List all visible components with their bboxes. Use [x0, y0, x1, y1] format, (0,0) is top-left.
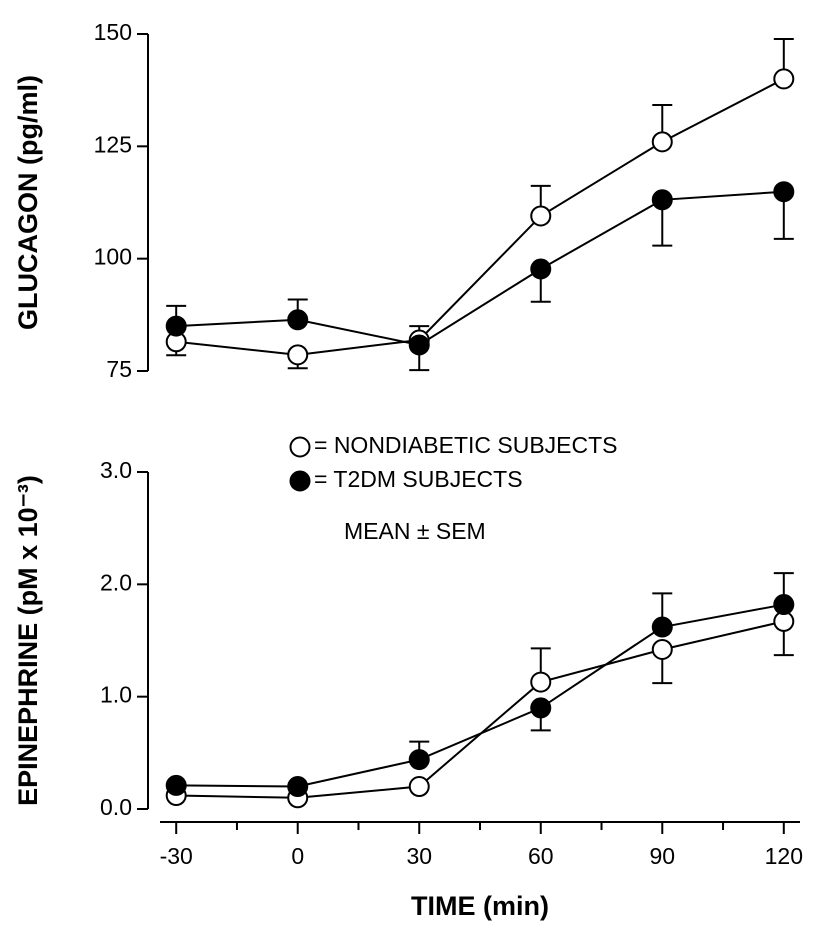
data-point: [287, 309, 309, 331]
y-tick-label: 0.0: [100, 794, 132, 820]
series-line: [176, 603, 784, 788]
data-point: [651, 131, 673, 153]
data-point: [530, 697, 552, 719]
series-line: [176, 620, 785, 799]
x-tick-label: 30: [406, 843, 432, 869]
data-point: [408, 776, 430, 798]
data-point: [530, 671, 552, 693]
data-point: [408, 749, 430, 771]
legend-label: = T2DM SUBJECTS: [314, 466, 523, 492]
x-axis-label: TIME (min): [411, 891, 549, 921]
x-tick-label: 90: [649, 843, 675, 869]
data-point: [408, 334, 430, 356]
data-point: [773, 181, 795, 203]
data-point: [773, 594, 795, 616]
data-point: [287, 344, 309, 366]
y-tick-label: 100: [94, 244, 132, 270]
data-point: [773, 68, 795, 90]
data-point: [651, 189, 673, 211]
y-tick-label: 75: [106, 356, 132, 382]
data-point: [530, 258, 552, 280]
y-tick-label: 125: [94, 131, 132, 157]
legend-marker: [289, 470, 311, 492]
data-point: [165, 315, 187, 337]
x-tick-label: 0: [291, 843, 304, 869]
series-line: [176, 78, 785, 356]
y-axis-label: GLUCAGON (pg/ml): [13, 75, 43, 330]
y-tick-label: 3.0: [100, 457, 132, 483]
data-point: [651, 638, 673, 660]
y-tick-label: 2.0: [100, 569, 132, 595]
annotation: MEAN ± SEM: [344, 518, 486, 544]
series-line: [176, 190, 784, 346]
x-tick-label: 60: [528, 843, 554, 869]
legend-label: = NONDIABETIC SUBJECTS: [314, 432, 618, 458]
data-point: [651, 616, 673, 638]
data-point: [530, 205, 552, 227]
x-tick-label: 120: [765, 843, 803, 869]
y-tick-label: 1.0: [100, 682, 132, 708]
data-point: [287, 776, 309, 798]
x-tick-label: -30: [160, 843, 193, 869]
legend-marker: [289, 436, 311, 458]
data-point: [165, 774, 187, 796]
y-axis-label: EPINEPHRINE (pM x 10⁻³): [13, 475, 43, 806]
y-tick-label: 150: [94, 19, 132, 45]
